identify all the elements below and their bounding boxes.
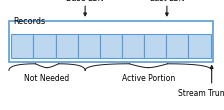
Text: Not Needed: Not Needed xyxy=(24,74,70,83)
Text: Records: Records xyxy=(13,17,45,26)
FancyBboxPatch shape xyxy=(56,34,78,58)
Text: Active Portion: Active Portion xyxy=(122,74,175,83)
FancyBboxPatch shape xyxy=(144,34,166,58)
FancyBboxPatch shape xyxy=(100,34,122,58)
FancyBboxPatch shape xyxy=(122,34,144,58)
FancyBboxPatch shape xyxy=(9,21,213,62)
Text: Base LSN: Base LSN xyxy=(66,0,104,3)
FancyBboxPatch shape xyxy=(188,34,211,58)
FancyBboxPatch shape xyxy=(11,34,33,58)
FancyBboxPatch shape xyxy=(166,34,188,58)
FancyBboxPatch shape xyxy=(78,34,100,58)
Text: Last LSN: Last LSN xyxy=(150,0,184,3)
FancyBboxPatch shape xyxy=(33,34,56,58)
Text: Stream Truncated: Stream Truncated xyxy=(178,89,224,98)
